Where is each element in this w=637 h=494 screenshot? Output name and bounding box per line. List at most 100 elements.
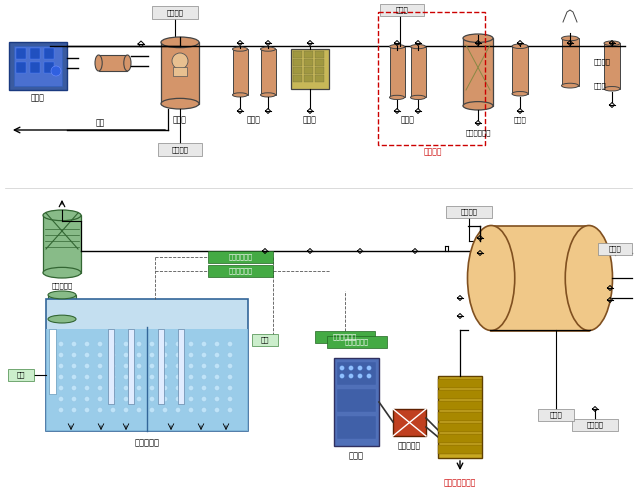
Circle shape (71, 353, 76, 358)
Circle shape (136, 364, 141, 369)
Bar (16, 62, 26, 73)
Bar (438, 445, 482, 454)
Circle shape (110, 364, 115, 369)
Circle shape (59, 408, 64, 412)
Bar (304, 75, 313, 82)
Bar (173, 67, 187, 76)
Text: 变流变频器: 变流变频器 (397, 442, 420, 451)
Bar (538, 409, 574, 421)
Circle shape (150, 341, 155, 346)
Circle shape (176, 385, 180, 390)
Ellipse shape (261, 93, 275, 97)
Circle shape (110, 374, 115, 379)
Text: 过滤器: 过滤器 (396, 7, 408, 13)
Circle shape (59, 397, 64, 402)
Bar (446, 206, 492, 218)
Bar (44, 62, 54, 73)
Circle shape (189, 353, 194, 358)
Ellipse shape (48, 315, 76, 323)
Circle shape (227, 364, 233, 369)
Circle shape (357, 366, 362, 370)
Bar (561, 39, 578, 85)
Text: 冷却水温: 冷却水温 (171, 146, 189, 153)
Text: 调节装置: 调节装置 (594, 59, 611, 65)
Ellipse shape (565, 225, 613, 330)
Bar (43, 215, 81, 273)
Circle shape (215, 364, 220, 369)
Text: 高频高压变压器: 高频高压变压器 (444, 479, 476, 488)
Bar (315, 331, 375, 343)
Bar (378, 12, 485, 145)
Text: 冷干机: 冷干机 (303, 116, 317, 124)
Text: 尾气: 尾气 (261, 337, 269, 343)
Circle shape (201, 397, 206, 402)
Text: 臭氧接触槽: 臭氧接触槽 (134, 439, 159, 448)
Bar (337, 362, 376, 385)
Circle shape (150, 353, 155, 358)
Ellipse shape (43, 267, 81, 278)
Ellipse shape (261, 47, 275, 51)
Circle shape (97, 353, 103, 358)
Circle shape (85, 408, 90, 412)
Circle shape (97, 364, 103, 369)
Bar (293, 51, 302, 58)
Circle shape (59, 364, 64, 369)
Circle shape (189, 397, 194, 402)
Circle shape (201, 341, 206, 346)
Bar (334, 358, 379, 446)
Text: 净水: 净水 (17, 371, 25, 378)
Bar (293, 75, 302, 82)
Bar (304, 51, 313, 58)
Circle shape (176, 408, 180, 412)
Circle shape (201, 364, 206, 369)
Bar (463, 38, 493, 106)
Ellipse shape (604, 41, 620, 45)
Ellipse shape (161, 98, 199, 109)
Circle shape (85, 397, 90, 402)
Text: 流量计: 流量计 (550, 412, 562, 418)
Circle shape (176, 397, 180, 402)
Circle shape (124, 397, 129, 402)
Ellipse shape (389, 44, 404, 49)
Bar (30, 62, 40, 73)
Bar (161, 42, 199, 104)
Circle shape (162, 341, 168, 346)
Bar (44, 48, 54, 59)
Circle shape (215, 385, 220, 390)
Circle shape (85, 364, 90, 369)
Circle shape (172, 53, 188, 69)
Ellipse shape (410, 95, 426, 99)
Text: 过滤器: 过滤器 (247, 116, 261, 124)
Circle shape (366, 373, 371, 378)
Circle shape (150, 385, 155, 390)
Circle shape (71, 341, 76, 346)
Ellipse shape (561, 36, 578, 41)
Circle shape (189, 408, 194, 412)
Circle shape (176, 341, 180, 346)
Circle shape (201, 374, 206, 379)
Ellipse shape (389, 95, 404, 99)
Bar (158, 143, 202, 156)
Bar (158, 329, 164, 404)
Ellipse shape (604, 86, 620, 91)
Circle shape (215, 397, 220, 402)
Bar (293, 59, 302, 66)
Bar (438, 379, 482, 388)
Text: 臭氧分解罐: 臭氧分解罐 (52, 283, 73, 289)
Circle shape (176, 374, 180, 379)
Circle shape (227, 374, 233, 379)
Bar (46, 299, 248, 431)
Text: 配电柜: 配电柜 (348, 452, 364, 460)
Circle shape (189, 341, 194, 346)
Bar (438, 376, 482, 458)
Bar (438, 401, 482, 410)
Circle shape (150, 397, 155, 402)
Bar (14, 46, 62, 86)
Bar (315, 75, 324, 82)
Circle shape (71, 385, 76, 390)
Circle shape (97, 408, 103, 412)
Bar (512, 46, 528, 94)
Circle shape (85, 341, 90, 346)
Text: 无热再生干燥: 无热再生干燥 (465, 130, 490, 136)
Text: 高频检测仪器: 高频检测仪器 (345, 339, 369, 345)
